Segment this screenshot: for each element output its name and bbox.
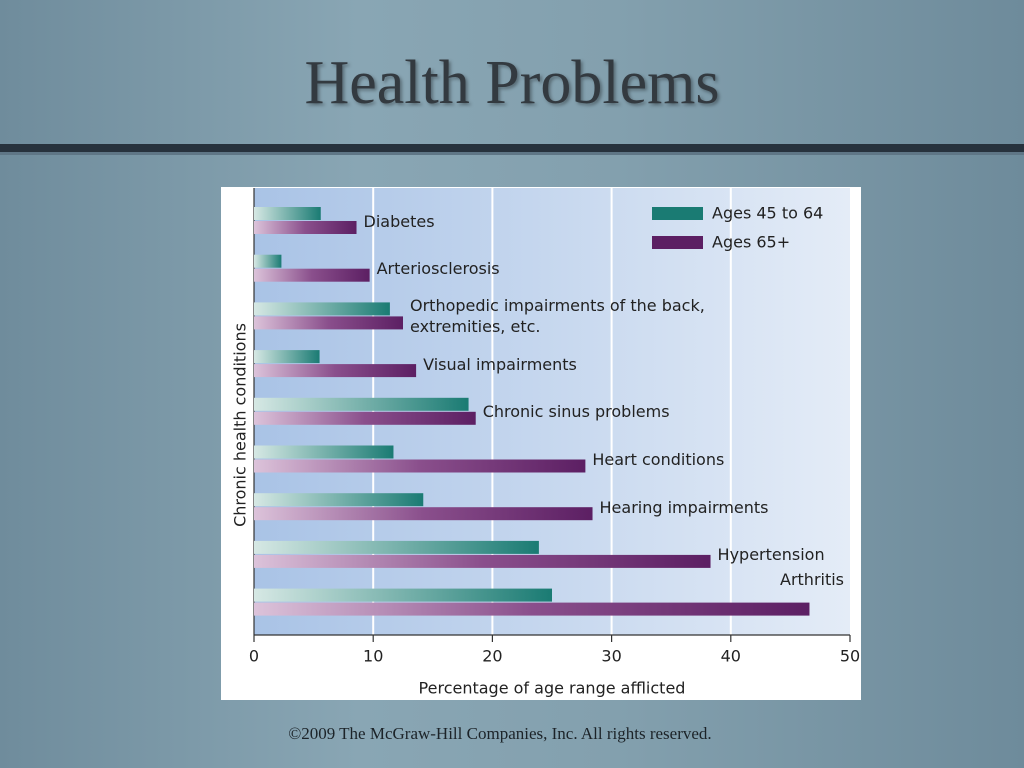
divider	[0, 152, 1024, 155]
legend-label: Ages 45 to 64	[712, 204, 823, 223]
bar	[254, 207, 321, 220]
chart-svg: Chronic health conditions Percentage of …	[231, 188, 860, 698]
bar	[254, 507, 593, 521]
x-tick-label: 20	[482, 647, 502, 666]
x-tick-label: 30	[601, 647, 621, 666]
footer: ©2009 The McGraw-Hill Companies, Inc. Al…	[288, 724, 712, 743]
category-label: Heart conditions	[592, 450, 725, 469]
legend-label: Ages 65+	[712, 233, 790, 252]
x-tick-label: 40	[721, 647, 741, 666]
bar	[254, 411, 476, 425]
category-label: Orthopedic impairments of the back, extr…	[410, 296, 705, 337]
slide-title: Health Problems	[304, 49, 720, 117]
legend-swatch	[652, 236, 703, 249]
bar	[254, 602, 810, 616]
x-tick-label: 10	[363, 647, 383, 666]
bar	[254, 493, 424, 507]
category-label: Arthritis	[780, 570, 845, 590]
category-label: Hearing impairments	[599, 497, 769, 517]
x-tick-label: 50	[840, 647, 860, 666]
bar	[254, 445, 394, 459]
category-label: Arteriosclerosis	[376, 259, 500, 279]
bar	[254, 540, 539, 554]
category-label: Hypertension	[717, 545, 825, 565]
bar	[254, 554, 711, 568]
y-axis-title: Chronic health conditions	[231, 323, 250, 527]
bar	[254, 350, 320, 364]
category-label: Visual impairments	[423, 354, 577, 374]
bar	[254, 221, 357, 234]
bar	[254, 364, 417, 378]
x-tick-label: 0	[249, 647, 259, 666]
bar	[254, 588, 552, 602]
legend-swatch	[652, 207, 703, 220]
bar	[254, 302, 390, 316]
category-label: Diabetes	[363, 211, 435, 231]
x-axis-title: Percentage of age range afflicted	[419, 679, 686, 698]
bar	[254, 268, 370, 282]
bar	[254, 397, 469, 411]
bar	[254, 316, 403, 330]
bar	[254, 459, 586, 473]
category-label: Chronic sinus problems	[482, 402, 670, 422]
divider	[0, 144, 1024, 152]
bar	[254, 254, 282, 268]
chart: Chronic health conditions Percentage of …	[221, 187, 861, 700]
